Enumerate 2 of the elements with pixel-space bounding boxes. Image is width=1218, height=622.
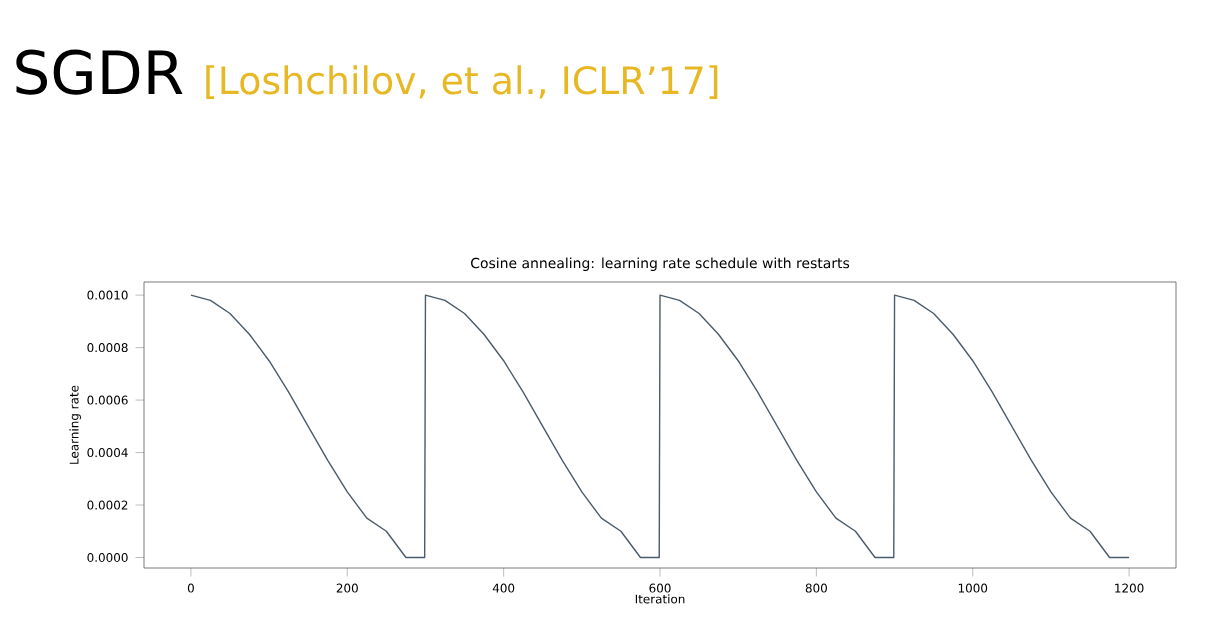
text: SGDR <box>16 49 183 95</box>
text: [Loshchilov, et al., ICLR’17] <box>206 65 718 99</box>
